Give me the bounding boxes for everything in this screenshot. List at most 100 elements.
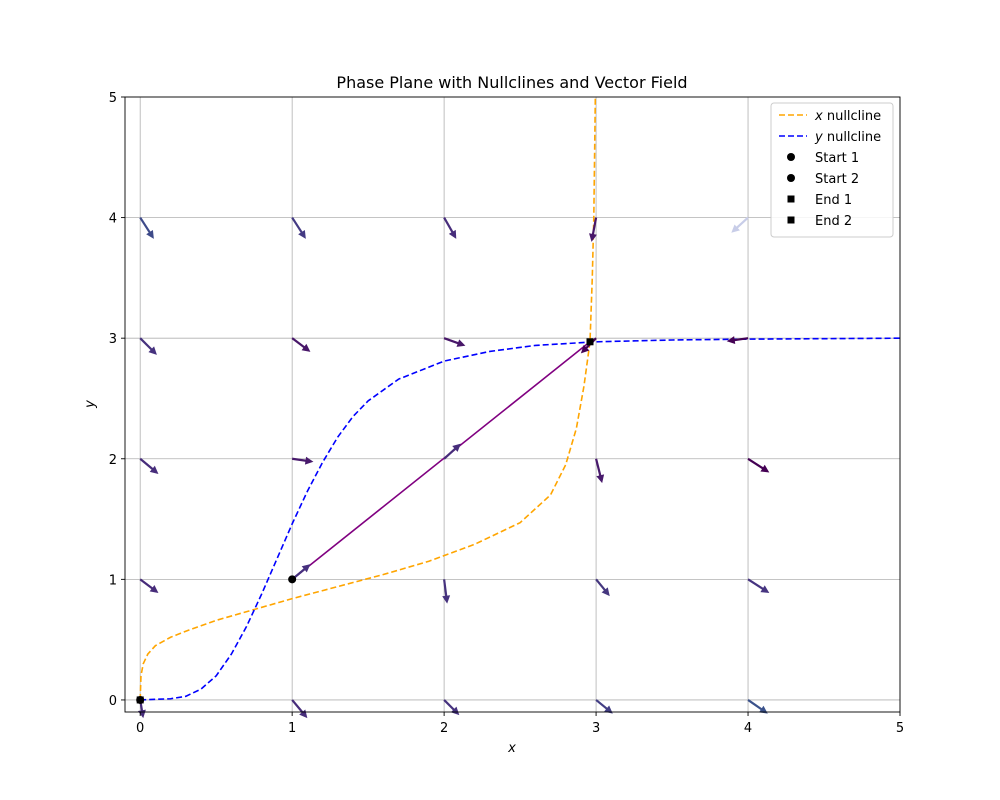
legend-label-text: Start 2 [815, 172, 859, 187]
vector-arrow-head [149, 585, 159, 594]
vector-arrow-head [452, 443, 461, 452]
legend-entry: x nullcline [779, 109, 881, 124]
vector-arrow-head [456, 339, 466, 347]
legend-square-swatch [787, 216, 795, 224]
legend-label-text: nullcline [823, 130, 881, 145]
legend-label-symbol: y [814, 130, 823, 145]
vector-arrow-shaft [139, 216, 153, 236]
y-axis-label: y [83, 400, 98, 409]
vector-arrow-head [298, 229, 306, 239]
vector-arrow [139, 216, 154, 239]
vector-arrow [442, 579, 451, 604]
chart-title: Phase Plane with Nullclines and Vector F… [336, 73, 687, 92]
y-axis-ticks: 0 1 2 3 4 5 [109, 91, 125, 709]
vector-arrow [443, 443, 461, 460]
vector-arrow-shaft [291, 216, 305, 236]
x-tick-label: 3 [592, 721, 600, 736]
y-tick-label: 2 [109, 453, 117, 468]
x-nullcline-line [139, 97, 597, 700]
legend-label-symbol: x [814, 109, 823, 124]
legend-entry: End 1 [787, 193, 852, 208]
vector-arrow-shaft [595, 458, 603, 479]
vector-arrow-head [601, 587, 610, 597]
legend-entry: Start 1 [787, 151, 859, 166]
x-tick-label: 0 [136, 721, 144, 736]
legend-entry: Start 2 [787, 172, 859, 187]
x-tick-label: 2 [440, 721, 448, 736]
legend-label-text: End 2 [815, 214, 852, 229]
x-tick-label: 5 [896, 721, 904, 736]
legend-label: y nullcline [814, 130, 881, 145]
legend-label-text: Start 1 [815, 151, 859, 166]
vector-arrow [747, 578, 770, 594]
vector-arrow-shaft [747, 578, 766, 592]
vector-arrow-head [301, 564, 311, 573]
x-axis-label: x [507, 741, 516, 756]
x-axis-ticks: 0 1 2 3 4 5 [136, 712, 904, 736]
start-point-marker [288, 575, 297, 584]
vector-arrow-shaft [747, 457, 766, 471]
legend-label: Start 1 [815, 151, 859, 166]
axes-frame [124, 96, 901, 713]
vector-arrow-head [726, 336, 736, 345]
vector-arrow-head [301, 343, 311, 352]
end-point-marker [136, 696, 144, 704]
legend-circle-swatch [787, 174, 795, 182]
vector-arrow [139, 337, 157, 355]
y-tick-label: 5 [109, 91, 117, 106]
vector-arrow-head [304, 456, 314, 465]
vector-arrow [726, 336, 749, 345]
point-markers [136, 338, 594, 704]
vector-arrow-head [731, 224, 740, 233]
vector-arrow [291, 216, 306, 239]
vector-arrow [443, 337, 466, 347]
vector-arrow-head [589, 233, 597, 242]
y-tick-label: 4 [109, 212, 117, 227]
legend-entry: y nullcline [779, 130, 881, 145]
legend-label: End 1 [815, 193, 852, 208]
legend-label: Start 2 [815, 172, 859, 187]
vector-arrow [443, 699, 460, 716]
legend-label-text: End 1 [815, 193, 852, 208]
vector-arrow-head [148, 346, 157, 355]
y-tick-label: 1 [109, 573, 117, 588]
vector-arrow-head [146, 229, 154, 239]
trajectory-1-line [291, 341, 591, 580]
vector-arrow-head [450, 706, 460, 716]
vector-arrow [291, 337, 311, 352]
legend-circle-swatch [787, 153, 795, 161]
y-nullcline-line [140, 337, 900, 701]
x-tick-label: 1 [288, 721, 296, 736]
legend-square-swatch [787, 195, 795, 203]
vector-arrow-shaft [591, 217, 598, 238]
y-tick-label: 3 [109, 332, 117, 347]
vector-arrow-head [580, 344, 590, 354]
vector-arrow [731, 216, 749, 233]
x-tick-label: 4 [744, 721, 752, 736]
vector-arrow [139, 578, 159, 594]
vector-arrow-shaft [747, 699, 765, 712]
legend-label: x nullcline [814, 109, 881, 124]
vector-arrow [292, 456, 314, 465]
vector-arrow-shaft [443, 579, 448, 600]
vector-arrow-head [760, 585, 770, 594]
vector-arrow-head [149, 465, 159, 474]
legend-label-text: nullcline [823, 109, 881, 124]
legend-entry: End 2 [787, 214, 852, 229]
vector-arrow [139, 457, 159, 474]
vector-arrow [443, 217, 457, 239]
vector-arrow [595, 578, 610, 597]
series-layer [139, 97, 900, 701]
y-tick-label: 0 [109, 694, 117, 709]
vector-arrow-head [596, 474, 605, 484]
legend-label: End 2 [815, 214, 852, 229]
vector-arrow-head [760, 464, 770, 473]
vector-arrow-shaft [443, 217, 455, 236]
vector-arrow-head [448, 229, 457, 239]
end-point-marker [586, 338, 594, 346]
vector-arrow [595, 458, 605, 484]
vector-arrow [589, 217, 598, 242]
vector-arrow-head [442, 595, 451, 604]
